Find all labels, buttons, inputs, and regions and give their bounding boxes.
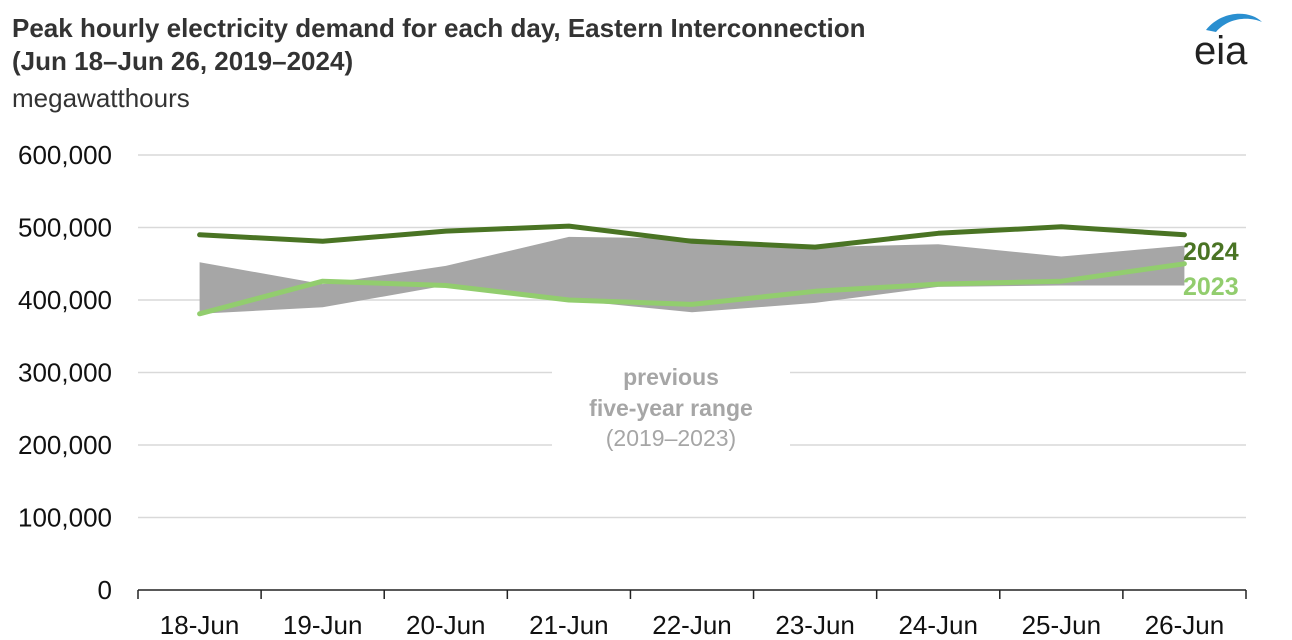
- range-annotation-background: [552, 356, 790, 462]
- x-tick-label: 26-Jun: [1145, 610, 1225, 640]
- eia-logo: eia: [1194, 13, 1262, 70]
- range-label-line-3: (2019–2023): [606, 425, 736, 451]
- y-axis: 0 100,000 200,000 300,000 400,000 500,000 600,…: [18, 140, 112, 605]
- logo-text: eia: [1194, 29, 1248, 70]
- series-line-2023: [197, 261, 1187, 317]
- x-tick-label: 19-Jun: [283, 610, 363, 640]
- logo-swoosh-icon: [1206, 13, 1262, 32]
- y-tick-label: 100,000: [18, 503, 112, 533]
- y-tick-label: 500,000: [18, 213, 112, 243]
- range-label-line-1: previous: [623, 364, 719, 390]
- five-year-range-area: [199, 236, 1185, 314]
- range-annotation: previous five-year range (2019–2023): [552, 356, 790, 462]
- y-tick-label: 300,000: [18, 358, 112, 388]
- series-label-2023: 2023: [1183, 273, 1239, 301]
- x-tick-label: 25-Jun: [1022, 610, 1102, 640]
- x-tick-label: 22-Jun: [652, 610, 732, 640]
- x-axis: 18-Jun 19-Jun 20-Jun 21-Jun 22-Jun 23-Jun 24-J…: [137, 589, 1247, 640]
- x-tick-label: 23-Jun: [775, 610, 855, 640]
- x-tick-label: 24-Jun: [898, 610, 978, 640]
- five-year-range: [199, 236, 1185, 314]
- y-tick-label: 400,000: [18, 285, 112, 315]
- y-tick-label: 200,000: [18, 430, 112, 460]
- y-tick-label: 0: [98, 575, 112, 605]
- units-label: megawatthours: [12, 83, 190, 113]
- chart-title-line-1: Peak hourly electricity demand for each …: [12, 13, 866, 43]
- x-tick-label: 18-Jun: [160, 610, 240, 640]
- series-label-2024: 2024: [1183, 238, 1239, 266]
- series-line-2024: [197, 223, 1187, 250]
- y-tick-label: 600,000: [18, 140, 112, 170]
- chart-title-line-2: (Jun 18–Jun 26, 2019–2024): [12, 46, 354, 76]
- range-label-line-2: five-year range: [589, 395, 753, 421]
- gridlines: [138, 154, 1246, 519]
- x-tick-label: 20-Jun: [406, 610, 486, 640]
- chart-title: Peak hourly electricity demand for each …: [12, 12, 865, 78]
- x-tick-label: 21-Jun: [529, 610, 609, 640]
- series-lines: [197, 223, 1187, 317]
